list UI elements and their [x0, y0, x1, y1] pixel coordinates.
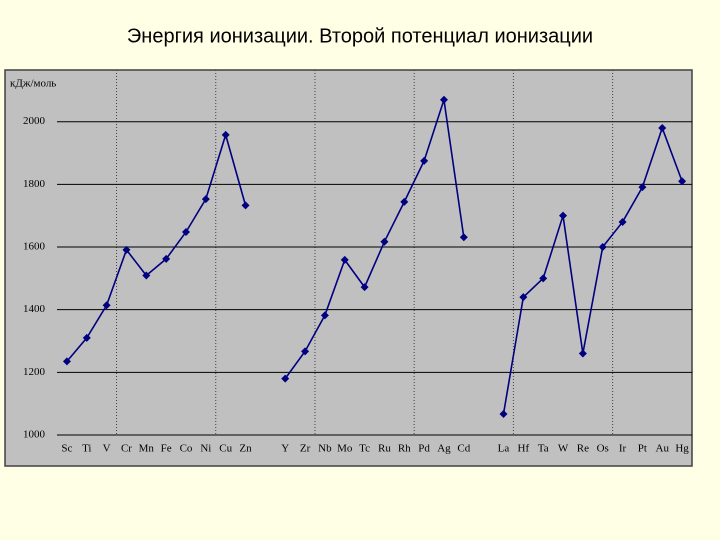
- plot-area: [4, 69, 693, 467]
- point-marker: [439, 95, 448, 104]
- x-tick-label: Fe: [161, 443, 172, 455]
- point-marker: [618, 217, 627, 226]
- point-marker: [301, 347, 310, 356]
- x-tick-label: Au: [656, 443, 670, 455]
- x-tick-label: Co: [180, 443, 193, 455]
- x-tick-label: Ta: [538, 443, 549, 455]
- x-tick-label: Mo: [337, 443, 353, 455]
- y-tick-label: 1800: [23, 178, 46, 190]
- point-marker: [360, 283, 369, 292]
- series-line: [502, 125, 683, 415]
- point-marker: [340, 255, 349, 264]
- x-tick-label: Os: [597, 443, 609, 455]
- x-tick-label: Cd: [457, 443, 470, 455]
- point-marker: [162, 254, 171, 263]
- x-tick-label: Ru: [378, 443, 391, 455]
- x-tick-label: Rh: [398, 443, 411, 455]
- point-marker: [420, 156, 429, 165]
- y-axis-label: кДж/моль: [10, 78, 56, 90]
- point-marker: [519, 293, 528, 302]
- x-tick-label: Sc: [61, 443, 72, 455]
- point-marker: [241, 201, 250, 210]
- point-marker: [658, 123, 667, 132]
- x-tick-label: Hg: [675, 443, 689, 455]
- series-line: [284, 99, 465, 380]
- x-tick-label: Ir: [619, 443, 627, 455]
- point-marker: [400, 197, 409, 206]
- point-marker: [320, 311, 329, 320]
- x-tick-label: Zn: [239, 443, 252, 455]
- y-tick-label: 1400: [23, 303, 46, 315]
- point-marker: [62, 357, 71, 366]
- x-tick-label: Pd: [418, 443, 430, 455]
- x-tick-label: Ni: [200, 443, 211, 455]
- x-tick-label: Hf: [518, 443, 530, 455]
- chart-title: Энергия ионизации. Второй потенциал иони…: [127, 25, 593, 47]
- y-tick-label: 1600: [23, 241, 46, 253]
- point-marker: [221, 130, 230, 139]
- y-tick-label: 1000: [23, 429, 46, 441]
- x-tick-label: Ti: [82, 443, 91, 455]
- x-tick-label: Y: [281, 443, 289, 455]
- y-tick-label: 1200: [23, 366, 46, 378]
- x-tick-label: Tc: [359, 443, 370, 455]
- point-marker: [559, 211, 568, 220]
- point-marker: [578, 349, 587, 358]
- x-tick-label: Cu: [219, 443, 232, 455]
- x-tick-label: Mn: [139, 443, 155, 455]
- series-line: [66, 132, 247, 362]
- x-tick-label: La: [498, 443, 510, 455]
- x-tick-label: Nb: [318, 443, 332, 455]
- point-marker: [82, 333, 91, 342]
- point-marker: [598, 243, 607, 252]
- point-marker: [201, 195, 210, 204]
- x-tick-label: Zr: [300, 443, 311, 455]
- point-marker: [142, 271, 151, 280]
- point-marker: [539, 274, 548, 283]
- point-marker: [678, 177, 687, 186]
- point-marker: [122, 245, 131, 254]
- point-marker: [281, 374, 290, 383]
- x-tick-label: W: [558, 443, 569, 455]
- y-tick-label: 2000: [23, 115, 46, 127]
- point-marker: [499, 410, 508, 419]
- x-tick-label: V: [103, 443, 111, 455]
- x-tick-label: Pt: [638, 443, 647, 455]
- point-marker: [459, 233, 468, 242]
- point-marker: [380, 237, 389, 246]
- x-tick-label: Re: [577, 443, 589, 455]
- x-tick-label: Ag: [437, 443, 451, 455]
- point-marker: [638, 183, 647, 192]
- point-marker: [102, 301, 111, 310]
- x-tick-label: Cr: [121, 443, 132, 455]
- point-marker: [181, 227, 190, 236]
